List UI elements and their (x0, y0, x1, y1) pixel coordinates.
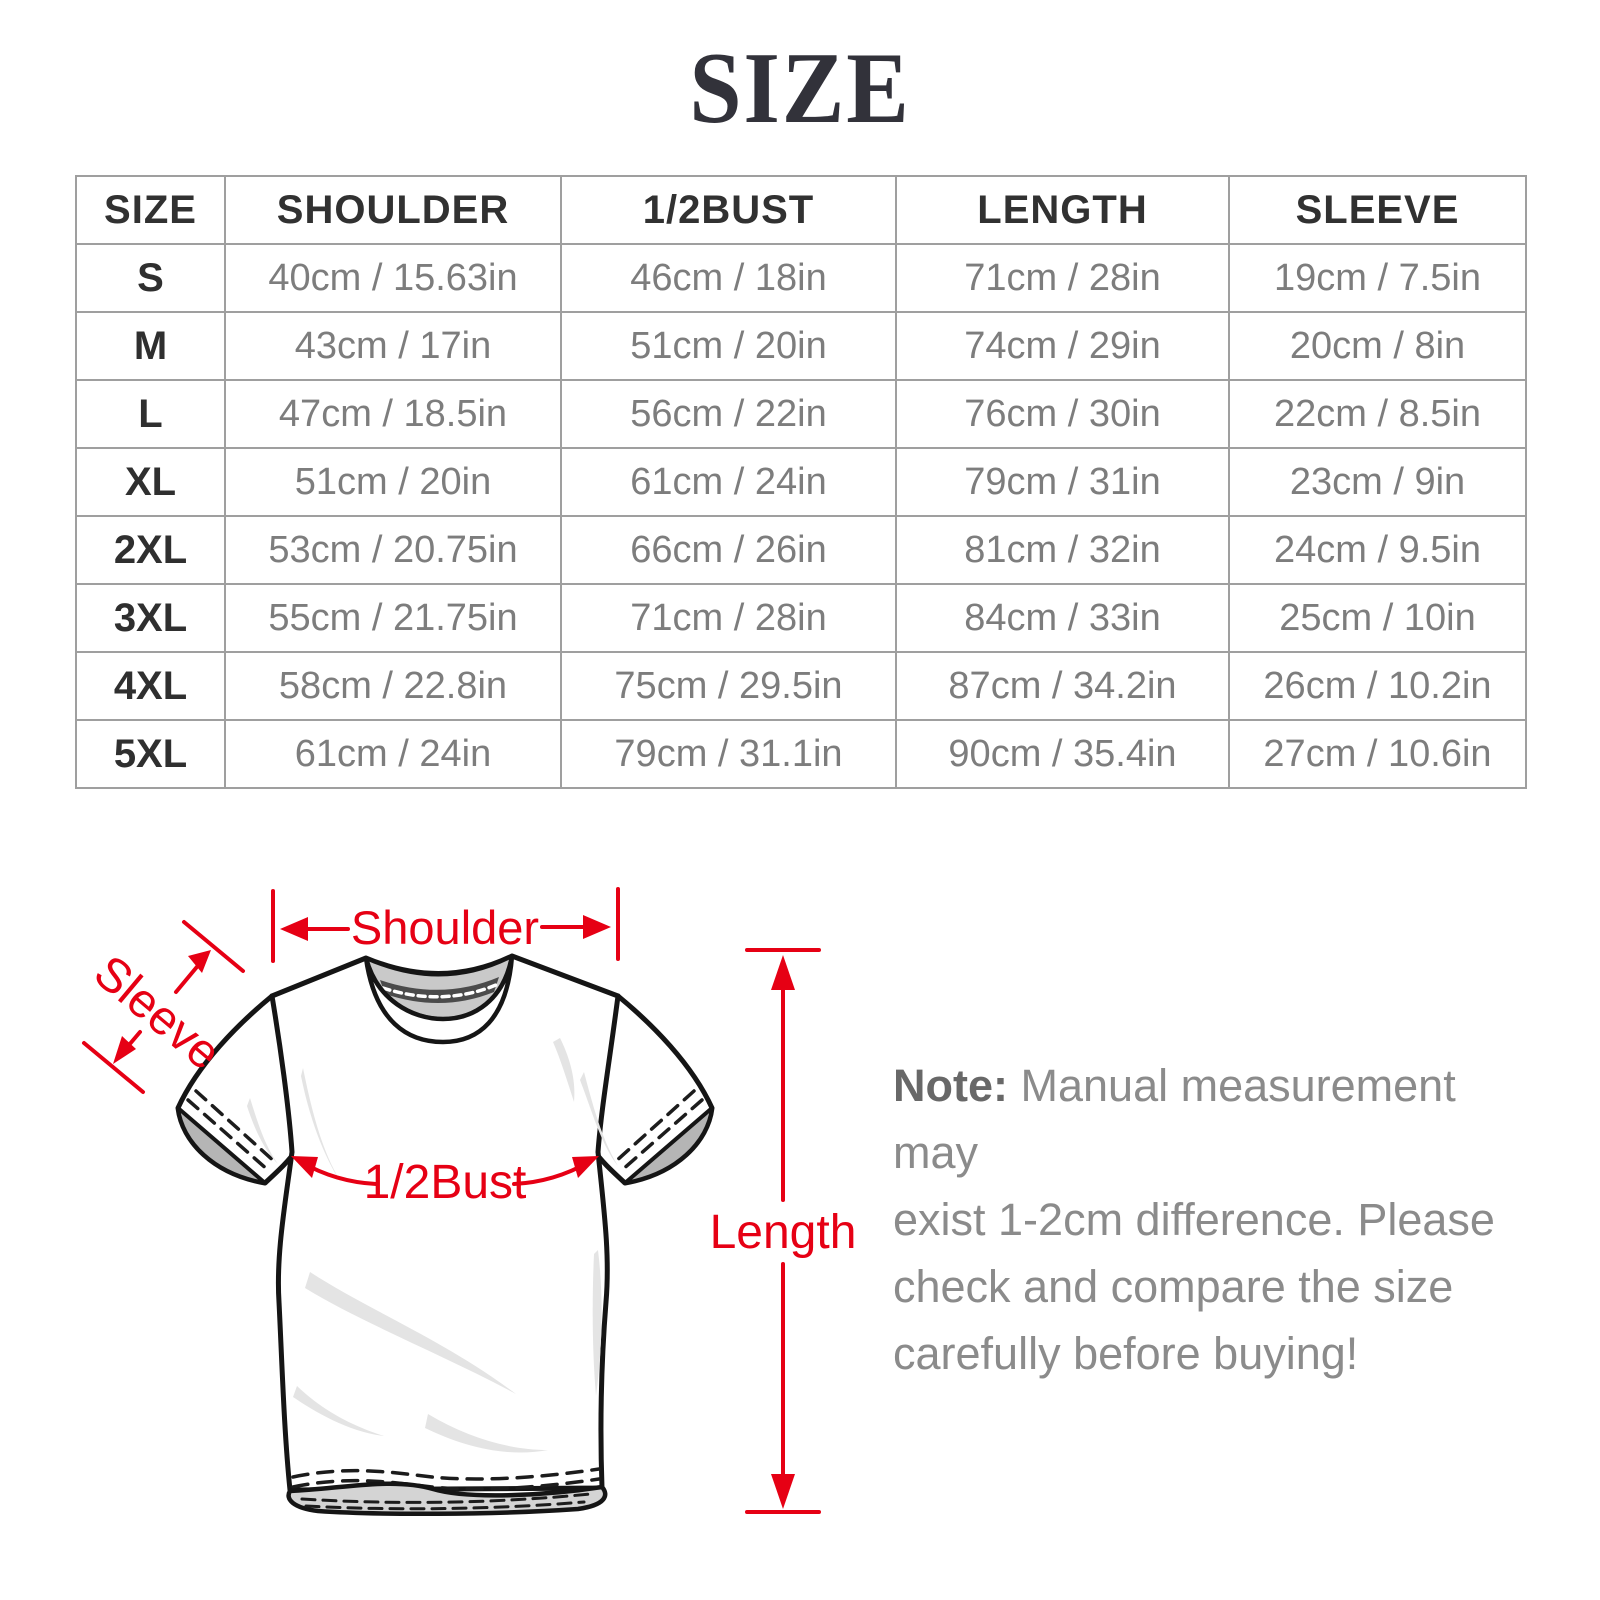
length-cell: 90cm / 35.4in (895, 719, 1230, 789)
size-cell: 2XL (75, 515, 226, 585)
collar-rib-band (363, 953, 515, 1045)
page-title: SIZE (689, 32, 911, 145)
left-cuff-stitch (186, 1098, 270, 1172)
sleeve-arrow (174, 960, 203, 994)
shoulder-cell: 51cm / 20in (224, 447, 562, 517)
sleeve-cell: 26cm / 10.2in (1228, 651, 1527, 721)
bust-label: 1/2Bust (364, 1156, 527, 1209)
shoulder-cell: 53cm / 20.75in (224, 515, 562, 585)
collar-tape-stitch (381, 983, 498, 999)
length-arrowhead-icon (771, 955, 795, 990)
length-cell: 87cm / 34.2in (895, 651, 1230, 721)
hem-stitch (291, 1467, 601, 1481)
note-line: exist 1-2cm difference. Please (893, 1194, 1495, 1245)
right-cuff-inside (623, 1106, 714, 1185)
column-header-sleeve: SLEEVE (1228, 175, 1527, 245)
sleeve-cap-line (82, 1041, 145, 1094)
column-header-length: LENGTH (895, 175, 1230, 245)
bust-cell: 66cm / 26in (560, 515, 897, 585)
sleeve-cell: 23cm / 9in (1228, 447, 1527, 517)
sleeve-cell: 20cm / 8in (1228, 311, 1527, 381)
hem-roll-stitch (304, 1500, 586, 1511)
left-cuff-stitch (194, 1089, 277, 1164)
length-cell: 74cm / 29in (895, 311, 1230, 381)
note-line: check and compare the size (893, 1261, 1454, 1312)
size-cell: 4XL (75, 651, 226, 721)
column-header-shoulder: SHOULDER (224, 175, 562, 245)
sleeve-cap-line (182, 920, 245, 973)
measurement-note: Note: Manual measurement may exist 1-2cm… (893, 1052, 1503, 1387)
tshirt-illustration (175, 953, 715, 1517)
sleeve-cell: 25cm / 10in (1228, 583, 1527, 653)
left-cuff-inside (176, 1106, 267, 1185)
shoulder-cell: 40cm / 15.63in (224, 243, 562, 313)
table-row: 5XL 61cm / 24in 79cm / 31.1in 90cm / 35.4in… (75, 719, 1527, 789)
length-cell: 79cm / 31in (895, 447, 1230, 517)
sleeve-cell: 22cm / 8.5in (1228, 379, 1527, 449)
size-cell: XL (75, 447, 226, 517)
table-row: M 43cm / 17in 51cm / 20in 74cm / 29in 20cm /… (75, 311, 1527, 381)
bust-cell: 46cm / 18in (560, 243, 897, 313)
shoulder-label: Shoulder (351, 901, 539, 954)
size-cell: 3XL (75, 583, 226, 653)
length-cell: 81cm / 32in (895, 515, 1230, 585)
size-table: SIZE SHOULDER 1/2BUST LENGTH SLEEVE S 40c… (75, 175, 1527, 789)
hem-roll-stitch (300, 1492, 592, 1504)
right-cuff-stitch (613, 1089, 696, 1164)
table-header-row: SIZE SHOULDER 1/2BUST LENGTH SLEEVE (75, 175, 1527, 245)
column-header-size: SIZE (75, 175, 226, 245)
bust-arrowhead-icon (291, 1156, 318, 1178)
length-label: Length (710, 1206, 857, 1259)
note-line: carefully before buying! (893, 1328, 1359, 1379)
sleeve-cell: 24cm / 9.5in (1228, 515, 1527, 585)
length-cell: 71cm / 28in (895, 243, 1230, 313)
shoulder-cell: 47cm / 18.5in (224, 379, 562, 449)
column-header-bust: 1/2BUST (560, 175, 897, 245)
size-cell: M (75, 311, 226, 381)
table-row: 3XL 55cm / 21.75in 71cm / 28in 84cm / 33in 2… (75, 583, 1527, 653)
bust-arrowhead-icon (572, 1156, 599, 1178)
shirt-body (269, 953, 621, 1493)
shoulder-cell: 43cm / 17in (224, 311, 562, 381)
table-row: XL 51cm / 20in 61cm / 24in 79cm / 31in 23cm … (75, 447, 1527, 517)
note-line: Note: Manual measurement may (893, 1052, 1503, 1186)
size-cell: 5XL (75, 719, 226, 789)
fabric-wrinkles (247, 1038, 618, 1453)
shoulder-cell: 55cm / 21.75in (224, 583, 562, 653)
table-row: S 40cm / 15.63in 46cm / 18in 71cm / 28in 19c… (75, 243, 1527, 313)
bust-cell: 61cm / 24in (560, 447, 897, 517)
bust-cell: 71cm / 28in (560, 583, 897, 653)
sleeve-arrowhead-icon (188, 950, 211, 973)
collar-tape (380, 977, 499, 1004)
shoulder-cell: 61cm / 24in (224, 719, 562, 789)
size-cell: L (75, 379, 226, 449)
size-cell: S (75, 243, 226, 313)
length-arrowhead-icon (771, 1474, 795, 1509)
bust-cell: 75cm / 29.5in (560, 651, 897, 721)
shoulder-arrowhead-icon (280, 917, 308, 941)
note-text: Manual measurement may (893, 1060, 1456, 1178)
bust-cell: 79cm / 31.1in (560, 719, 897, 789)
table-row: L 47cm / 18.5in 56cm / 22in 76cm / 30in 22cm… (75, 379, 1527, 449)
table-row: 2XL 53cm / 20.75in 66cm / 26in 81cm / 32in 2… (75, 515, 1527, 585)
sleeve-arrowhead-icon (113, 1036, 136, 1064)
shoulder-cell: 58cm / 22.8in (224, 651, 562, 721)
note-label: Note: (893, 1060, 1008, 1111)
sleeve-cell: 19cm / 7.5in (1228, 243, 1527, 313)
length-cell: 76cm / 30in (895, 379, 1230, 449)
sleeve-cell: 27cm / 10.6in (1228, 719, 1527, 789)
table-row: 4XL 58cm / 22.8in 75cm / 29.5in 87cm / 34.2… (75, 651, 1527, 721)
shoulder-arrowhead-icon (583, 915, 611, 939)
bust-cell: 56cm / 22in (560, 379, 897, 449)
bust-cell: 51cm / 20in (560, 311, 897, 381)
length-cell: 84cm / 33in (895, 583, 1230, 653)
right-cuff-stitch (620, 1098, 704, 1172)
